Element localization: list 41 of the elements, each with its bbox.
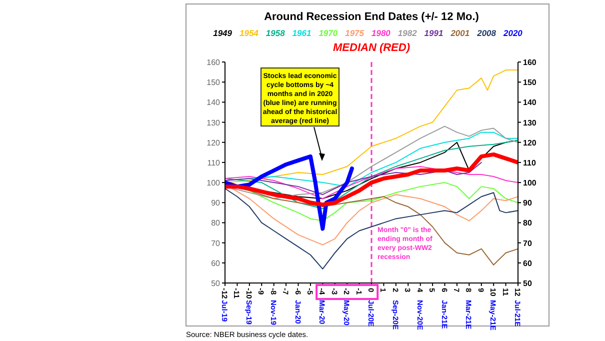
y2-tick-label: 100 — [523, 178, 537, 188]
y2-tick-label: 160 — [523, 58, 537, 67]
text: 1980 — [372, 28, 391, 38]
y-tick-label: 130 — [206, 118, 221, 128]
text: 1961 — [292, 28, 312, 38]
line-series — [225, 152, 518, 207]
y-tick-label: 60 — [211, 258, 221, 268]
y2-tick-label: 110 — [523, 158, 536, 168]
y-tick-label: 100 — [206, 178, 221, 188]
y-tick-label: 120 — [206, 138, 221, 148]
text: 1991 — [424, 28, 444, 38]
text: 1949 — [213, 28, 232, 38]
text: 1970 — [318, 28, 338, 38]
line-series — [225, 154, 354, 231]
y-tick-label: 80 — [211, 218, 221, 228]
y-tick-label: 50 — [211, 279, 221, 288]
y2-tick-label: 50 — [523, 279, 532, 288]
y2-tick-label: 90 — [523, 198, 532, 208]
text: 2008 — [476, 28, 496, 38]
text: MEDIAN (RED) — [333, 42, 410, 54]
y2-tick-label: 120 — [523, 138, 537, 148]
chart-title: Around Recession End Dates (+/- 12 Mo.) — [264, 11, 480, 23]
y2-tick-label: 140 — [523, 98, 537, 108]
y-tick-label: 160 — [206, 58, 221, 67]
y2-tick-label: 130 — [523, 118, 537, 128]
text: 1958 — [266, 28, 286, 38]
y-tick-label: 140 — [206, 98, 221, 108]
y-tick-label: 90 — [211, 198, 221, 208]
text: 2020 — [502, 28, 523, 38]
text: 1954 — [240, 28, 259, 38]
y-tick-label: 150 — [206, 78, 221, 88]
text: 2001 — [450, 28, 470, 38]
line-series — [225, 162, 482, 196]
y2-tick-label: 150 — [523, 78, 537, 88]
y2-tick-label: 60 — [523, 258, 532, 268]
y2-tick-label: 70 — [523, 238, 532, 248]
y2-tick-label: 80 — [523, 218, 532, 228]
y-tick-label: 110 — [207, 158, 221, 168]
text: 1975 — [345, 28, 364, 38]
y-tick-label: 70 — [211, 238, 221, 248]
text: 1982 — [398, 28, 418, 38]
